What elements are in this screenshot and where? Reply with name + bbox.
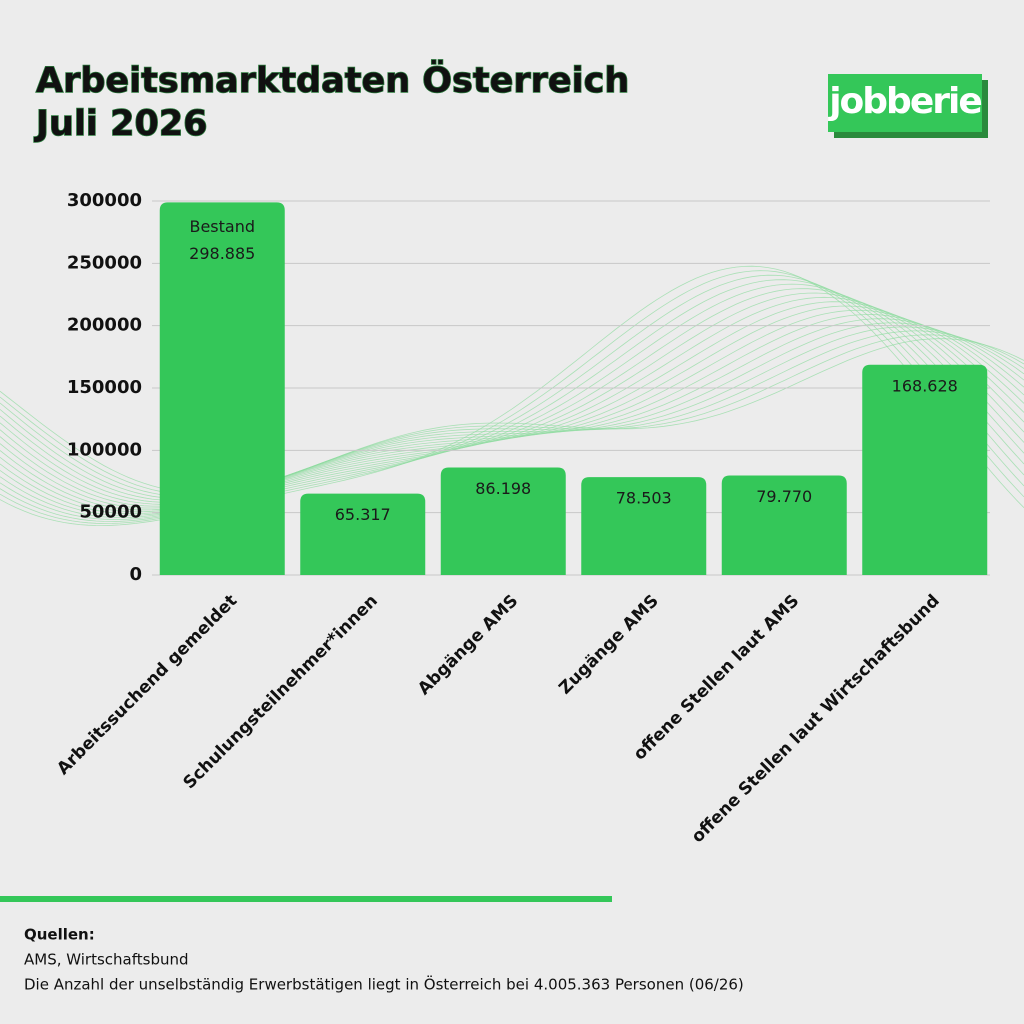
chart-title: Arbeitsmarktdaten Österreich xyxy=(36,59,629,101)
note: Die Anzahl der unselbständig Erwerbstäti… xyxy=(24,975,744,994)
y-tick-label: 50000 xyxy=(79,502,142,523)
sources-title: Quellen: xyxy=(24,926,95,944)
bar xyxy=(300,493,426,575)
value-label: 79.770 xyxy=(756,487,812,506)
divider xyxy=(0,896,612,902)
y-tick-label: 300000 xyxy=(67,190,142,211)
y-tick-label: 0 xyxy=(129,564,142,585)
sources: AMS, Wirtschaftsbund xyxy=(24,951,189,969)
bar xyxy=(862,364,988,575)
logo: jobberie xyxy=(827,81,981,122)
chart-subtitle: Juli 2026 xyxy=(34,104,208,144)
value-label: 168.628 xyxy=(892,376,958,395)
value-label: 298.885 xyxy=(189,244,255,263)
y-tick-label: 150000 xyxy=(67,377,142,398)
bar xyxy=(721,475,847,575)
bar xyxy=(440,467,566,575)
value-label: 65.317 xyxy=(335,505,391,524)
value-label: 86.198 xyxy=(475,479,531,498)
y-tick-label: 200000 xyxy=(67,315,142,336)
annotation: Bestand xyxy=(189,217,255,236)
y-tick-label: 250000 xyxy=(67,252,142,273)
grid xyxy=(152,200,990,576)
value-label: 78.503 xyxy=(616,489,672,508)
bar xyxy=(159,202,285,576)
bar xyxy=(581,477,707,575)
logo-box xyxy=(828,74,982,132)
y-tick-label: 100000 xyxy=(67,439,142,460)
